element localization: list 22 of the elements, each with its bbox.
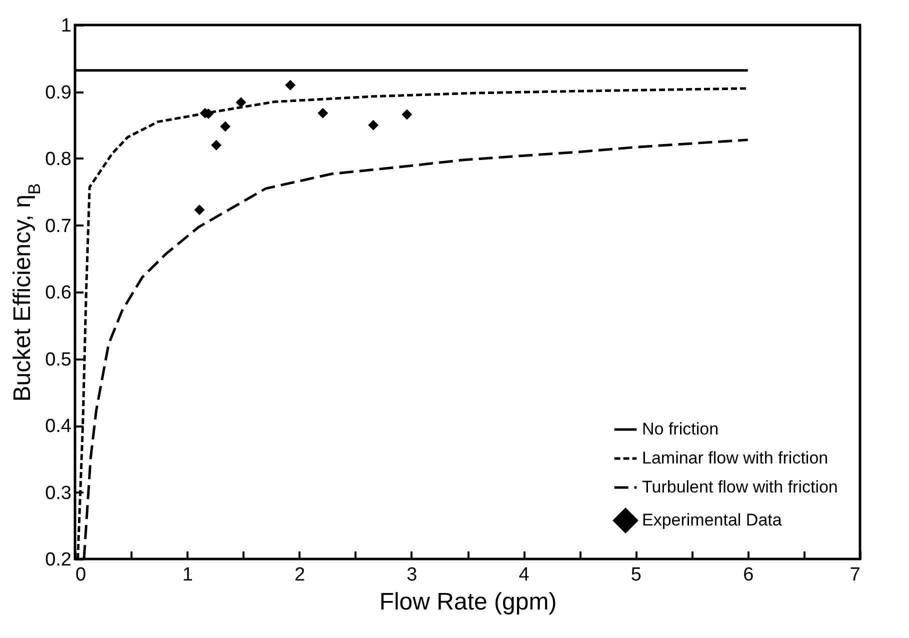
y-tick-label: 0.6 xyxy=(45,282,72,304)
y-tick-label: 0.9 xyxy=(45,82,72,104)
x-tick-label: 6 xyxy=(743,564,754,586)
x-tick-label: 5 xyxy=(630,564,642,586)
x-axis-title: Flow Rate (gpm) xyxy=(379,588,557,616)
x-tick-label: 0 xyxy=(76,564,86,586)
legend-label: Turbulent flow with friction xyxy=(642,478,838,496)
legend-label: Laminar flow with friction xyxy=(642,448,828,468)
y-tick-label: 0.2 xyxy=(45,550,72,570)
y-tick-label: 0.4 xyxy=(45,416,72,437)
y-tick-label: 0.8 xyxy=(45,149,72,170)
x-tick-label: 4 xyxy=(518,564,530,586)
x-tick-label: 2 xyxy=(294,564,306,586)
y-tick-label: 0.7 xyxy=(45,216,72,237)
legend-label: No friction xyxy=(642,420,719,438)
x-tick-label: 7 xyxy=(850,564,860,586)
x-tick-label: 3 xyxy=(406,564,418,586)
y-tick-label: 0.5 xyxy=(45,349,72,370)
legend-label: Experimental Data xyxy=(642,510,782,530)
y-tick-label: 1 xyxy=(60,16,72,36)
y-tick-label: 0.3 xyxy=(45,482,72,504)
x-tick-label: 1 xyxy=(182,564,193,586)
